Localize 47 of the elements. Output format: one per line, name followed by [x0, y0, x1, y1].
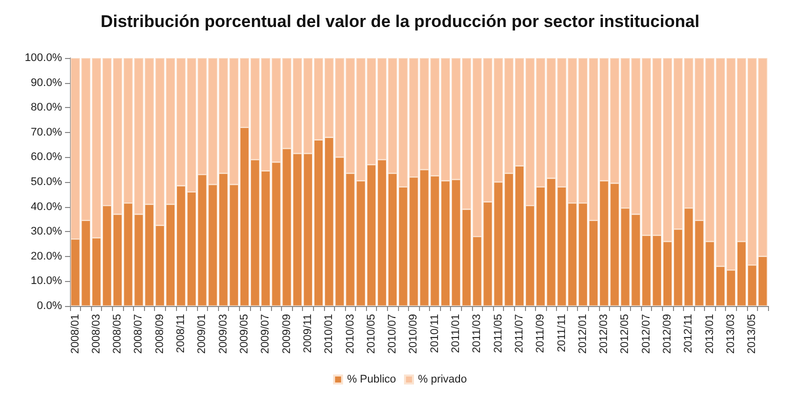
- x-tick-label: 2012/09: [662, 314, 674, 354]
- x-tick-label: 2009/11: [302, 314, 314, 353]
- x-tick-label: 2010/01: [323, 314, 336, 354]
- x-tick-label: 2008/03: [90, 314, 102, 354]
- y-tick-label: 70.0%: [30, 126, 62, 138]
- x-tick-label: 2011/09: [534, 314, 547, 353]
- x-tick-label: 2010/09: [408, 314, 420, 354]
- x-tick-label: 2009/05: [238, 314, 250, 354]
- legend-label: % Publico: [347, 374, 396, 386]
- x-tick-label: 2013/03: [724, 314, 737, 354]
- y-tick-label: 80.0%: [30, 102, 62, 114]
- x-tick-label: 2012/07: [640, 314, 652, 354]
- y-tick-label: 30.0%: [30, 226, 62, 238]
- x-tick-label: 2011/01: [450, 314, 462, 353]
- x-tick-label: 2009/09: [280, 314, 293, 354]
- y-tick-label: 100.0%: [24, 52, 62, 64]
- x-tick-label: 2012/03: [598, 314, 610, 354]
- x-tick-label: 2009/07: [260, 314, 272, 354]
- y-tick-label: 90.0%: [30, 76, 62, 89]
- y-tick-label: 0.0%: [36, 300, 62, 312]
- x-tick-label: 2008/05: [112, 314, 124, 354]
- x-tick-label: 2012/01: [576, 314, 589, 354]
- x-tick-label: 2011/03: [471, 314, 484, 353]
- x-tick-label: 2010/11: [428, 314, 441, 353]
- x-tick-label: 2008/11: [175, 314, 188, 353]
- chart-title: Distribución porcentual del valor de la producción por sector institucional: [100, 12, 700, 31]
- x-tick-label: 2012/05: [619, 314, 632, 354]
- x-tick-label: 2010/05: [365, 314, 378, 354]
- legend-label: % privado: [418, 374, 467, 386]
- x-tick-label: 2009/01: [196, 314, 208, 354]
- x-tick-label: 2008/07: [132, 314, 145, 354]
- x-tick-label: 2010/07: [386, 314, 399, 354]
- x-tick-label: 2013/01: [704, 314, 716, 354]
- y-tick-label: 20.0%: [30, 250, 62, 262]
- x-tick-label: 2011/11: [556, 314, 568, 352]
- y-tick-label: 60.0%: [30, 151, 62, 164]
- y-tick-label: 50.0%: [30, 176, 62, 188]
- x-tick-label: 2013/05: [746, 314, 758, 354]
- x-tick-label: 2011/05: [492, 314, 504, 353]
- y-tick-label: 40.0%: [30, 200, 62, 213]
- y-tick-label: 10.0%: [30, 275, 62, 288]
- x-tick-label: 2012/11: [682, 314, 695, 353]
- x-tick-label: 2008/01: [69, 314, 82, 354]
- x-tick-label: 2008/09: [154, 314, 166, 354]
- x-tick-label: 2011/07: [513, 314, 526, 353]
- x-tick-label: 2010/03: [344, 314, 356, 354]
- x-tick-label: 2009/03: [217, 314, 230, 354]
